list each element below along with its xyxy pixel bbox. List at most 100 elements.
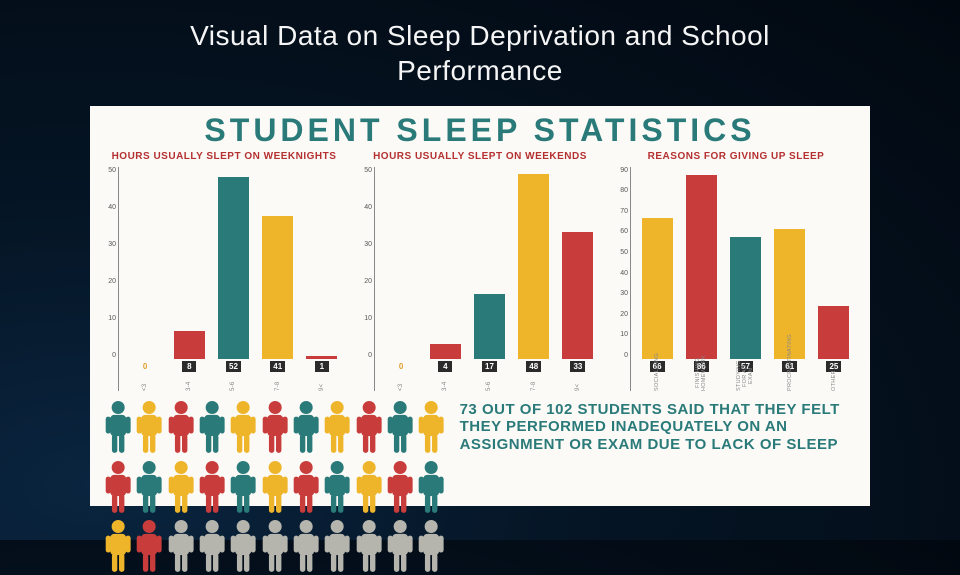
y-tick: 10 (100, 315, 116, 322)
person-icon (292, 459, 320, 516)
bar-slot: 61 (768, 167, 812, 360)
person-icon (135, 518, 163, 575)
plot-area: 04174833 <33-45-67-89< (374, 167, 604, 392)
category-label: OTHER (812, 373, 856, 391)
plot-area: 6686576125 SOCIALIZINGFINISHING HOMEWORKS… (630, 167, 860, 392)
chart-title: HOURS USUALLY SLEPT ON WEEKNIGHTS (100, 151, 348, 163)
bar-slot: 4 (423, 167, 467, 360)
y-tick: 0 (612, 352, 628, 359)
y-axis: 01020304050 (356, 167, 374, 392)
chart-title: REASONS FOR GIVING UP SLEEP (612, 151, 860, 163)
bar-slot: 52 (211, 167, 255, 360)
value-label: 48 (526, 361, 541, 372)
bar (730, 237, 761, 359)
person-icon (261, 459, 289, 516)
chart-weeknights: HOURS USUALLY SLEPT ON WEEKNIGHTS0102030… (100, 151, 348, 391)
person-icon (167, 399, 195, 456)
value-label: 17 (482, 361, 497, 372)
plot-area: 0852411<33-45-67-89< (118, 167, 348, 392)
people-row (104, 518, 446, 575)
category-label: STUDYING FOR AN EXAM (723, 373, 767, 391)
person-icon (198, 518, 226, 575)
value-label: 52 (226, 361, 241, 372)
person-icon (135, 459, 163, 516)
y-tick: 20 (100, 278, 116, 285)
person-icon (167, 459, 195, 516)
person-icon (386, 459, 414, 516)
y-tick: 30 (356, 241, 372, 248)
bar-slot: 41 (256, 167, 300, 360)
bars: 6686576125 (631, 167, 860, 360)
bar (818, 306, 849, 359)
callout-text: 73 OUT OF 102 STUDENTS SAID THAT THEY FE… (460, 397, 860, 497)
person-icon (261, 399, 289, 456)
bar-slot: 66 (635, 167, 679, 360)
category-labels: SOCIALIZINGFINISHING HOMEWORKSTUDYING FO… (631, 373, 860, 391)
bar (430, 344, 461, 359)
bottom-row: 73 OUT OF 102 STUDENTS SAID THAT THEY FE… (100, 397, 860, 497)
bars: 04174833 (375, 167, 604, 360)
person-icon (229, 518, 257, 575)
bar-slot: 86 (679, 167, 723, 360)
slide-title: Visual Data on Sleep Deprivation and Sch… (0, 0, 960, 98)
bar-slot: 0 (379, 167, 423, 360)
bars: 0852411 (119, 167, 348, 360)
person-icon (104, 518, 132, 575)
person-icon (417, 399, 445, 456)
bar-slot: 57 (723, 167, 767, 360)
person-icon (386, 399, 414, 456)
bar-slot: 48 (512, 167, 556, 360)
person-icon (292, 399, 320, 456)
bar-slot: 17 (467, 167, 511, 360)
person-icon (323, 399, 351, 456)
infographic-title: STUDENT SLEEP STATISTICS (100, 112, 860, 149)
y-tick: 0 (100, 352, 116, 359)
person-icon (417, 518, 445, 575)
person-icon (323, 518, 351, 575)
person-icon (355, 399, 383, 456)
y-tick: 90 (612, 167, 628, 174)
category-label: 5-6 (211, 373, 255, 391)
category-label: 3-4 (423, 373, 467, 391)
y-tick: 20 (612, 311, 628, 318)
person-icon (229, 399, 257, 456)
y-tick: 70 (612, 208, 628, 215)
people-row (104, 459, 446, 516)
person-icon (198, 459, 226, 516)
chart-title: HOURS USUALLY SLEPT ON WEEKENDS (356, 151, 604, 163)
category-label: 7-8 (256, 373, 300, 391)
person-icon (261, 518, 289, 575)
bar-slot: 0 (123, 167, 167, 360)
infographic-panel: STUDENT SLEEP STATISTICS HOURS USUALLY S… (90, 106, 870, 506)
category-labels: <33-45-67-89< (119, 373, 348, 391)
y-tick: 20 (356, 278, 372, 285)
value-label: 41 (270, 361, 285, 372)
bar-slot: 1 (300, 167, 344, 360)
bar (174, 331, 205, 359)
person-icon (355, 459, 383, 516)
category-label: PROCRASTINATING (768, 373, 812, 391)
bar (686, 175, 717, 359)
value-label: 8 (182, 361, 196, 372)
category-label: 5-6 (467, 373, 511, 391)
category-label: FINISHING HOMEWORK (679, 373, 723, 391)
value-label: 0 (138, 361, 152, 372)
category-label: 9< (556, 373, 600, 391)
person-icon (104, 459, 132, 516)
category-label: <3 (379, 373, 423, 391)
value-label: 4 (438, 361, 452, 372)
charts-row: HOURS USUALLY SLEPT ON WEEKNIGHTS0102030… (100, 151, 860, 391)
value-label: 1 (315, 361, 329, 372)
category-label: 7-8 (512, 373, 556, 391)
person-icon (135, 399, 163, 456)
y-tick: 30 (100, 241, 116, 248)
y-axis: 01020304050 (100, 167, 118, 392)
bar (218, 177, 249, 359)
y-tick: 40 (612, 270, 628, 277)
person-icon (323, 459, 351, 516)
y-tick: 30 (612, 290, 628, 297)
chart-body: 010203040500852411<33-45-67-89< (100, 167, 348, 392)
y-tick: 10 (612, 331, 628, 338)
y-tick: 60 (612, 228, 628, 235)
category-label: 3-4 (167, 373, 211, 391)
